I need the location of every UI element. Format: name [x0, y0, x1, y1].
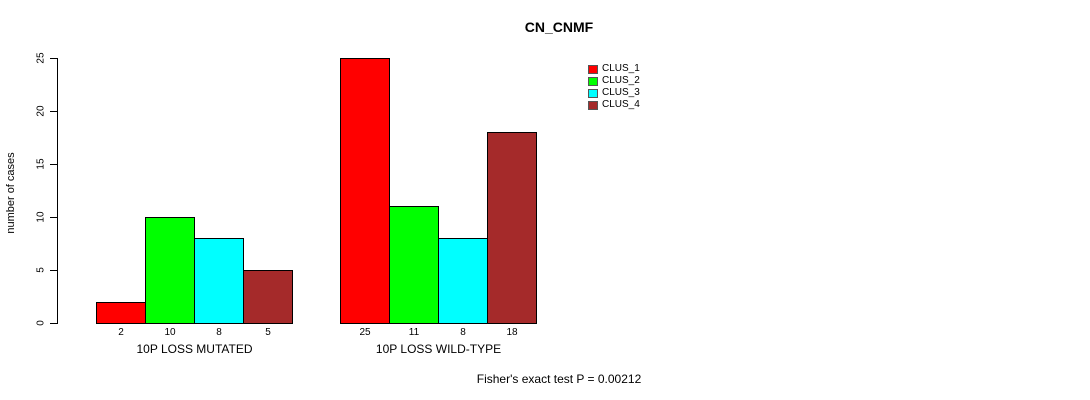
y-tick-label-25: 25 — [35, 52, 47, 64]
bar-clus-1-10p-loss-wild-type — [340, 58, 390, 324]
bar-value-label-clus-1-10p-loss-wild-type: 25 — [359, 327, 371, 338]
y-tick-mark-5 — [50, 270, 57, 271]
bar-value-label-clus-3-10p-loss-mutated: 8 — [216, 327, 222, 338]
legend-label-clus-3: CLUS_3 — [602, 87, 640, 98]
legend-label-clus-4: CLUS_4 — [602, 99, 640, 110]
legend-item-clus-4: CLUS_4 — [588, 99, 640, 111]
bar-value-label-clus-2-10p-loss-wild-type: 11 — [408, 327, 420, 338]
legend-swatch-clus-4 — [588, 100, 598, 110]
legend-label-clus-1: CLUS_1 — [602, 63, 640, 74]
y-tick-mark-25 — [50, 58, 57, 59]
bar-clus-4-10p-loss-mutated — [243, 270, 293, 324]
bar-clus-3-10p-loss-wild-type — [438, 238, 488, 324]
y-tick-label-10: 10 — [35, 211, 47, 223]
legend-item-clus-2: CLUS_2 — [588, 75, 640, 87]
bar-value-label-clus-4-10p-loss-wild-type: 18 — [506, 327, 518, 338]
bar-clus-2-10p-loss-mutated — [145, 217, 195, 324]
y-axis-label: number of cases — [5, 152, 17, 234]
legend-swatch-clus-2 — [588, 76, 598, 86]
legend-swatch-clus-3 — [588, 88, 598, 98]
legend-label-clus-2: CLUS_2 — [602, 75, 640, 86]
bar-clus-1-10p-loss-mutated — [96, 302, 146, 324]
bar-value-label-clus-1-10p-loss-mutated: 2 — [118, 327, 124, 338]
bar-clus-3-10p-loss-mutated — [194, 238, 244, 324]
y-tick-mark-0 — [50, 323, 57, 324]
legend-swatch-clus-1 — [588, 64, 598, 74]
chart-title: CN_CNMF — [524, 19, 594, 35]
bar-value-label-clus-3-10p-loss-wild-type: 8 — [460, 327, 466, 338]
y-axis-line — [57, 58, 58, 324]
bar-clus-4-10p-loss-wild-type — [487, 132, 537, 324]
bar-value-label-clus-4-10p-loss-mutated: 5 — [265, 327, 271, 338]
y-tick-label-0: 0 — [35, 320, 47, 326]
y-tick-mark-20 — [50, 111, 57, 112]
y-tick-label-20: 20 — [35, 105, 47, 117]
y-tick-label-5: 5 — [35, 267, 47, 273]
bar-clus-2-10p-loss-wild-type — [389, 206, 439, 324]
group-label-10p-loss-wild-type: 10P LOSS WILD-TYPE — [375, 342, 502, 356]
legend: CLUS_1 CLUS_2 CLUS_3 CLUS_4 — [588, 63, 640, 111]
stat-annotation: Fisher's exact test P = 0.00212 — [476, 372, 642, 386]
legend-item-clus-1: CLUS_1 — [588, 63, 640, 75]
legend-item-clus-3: CLUS_3 — [588, 87, 640, 99]
y-tick-mark-15 — [50, 164, 57, 165]
bar-value-label-clus-2-10p-loss-mutated: 10 — [164, 327, 176, 338]
group-label-10p-loss-mutated: 10P LOSS MUTATED — [136, 342, 253, 356]
y-tick-label-15: 15 — [35, 158, 47, 170]
y-tick-mark-10 — [50, 217, 57, 218]
